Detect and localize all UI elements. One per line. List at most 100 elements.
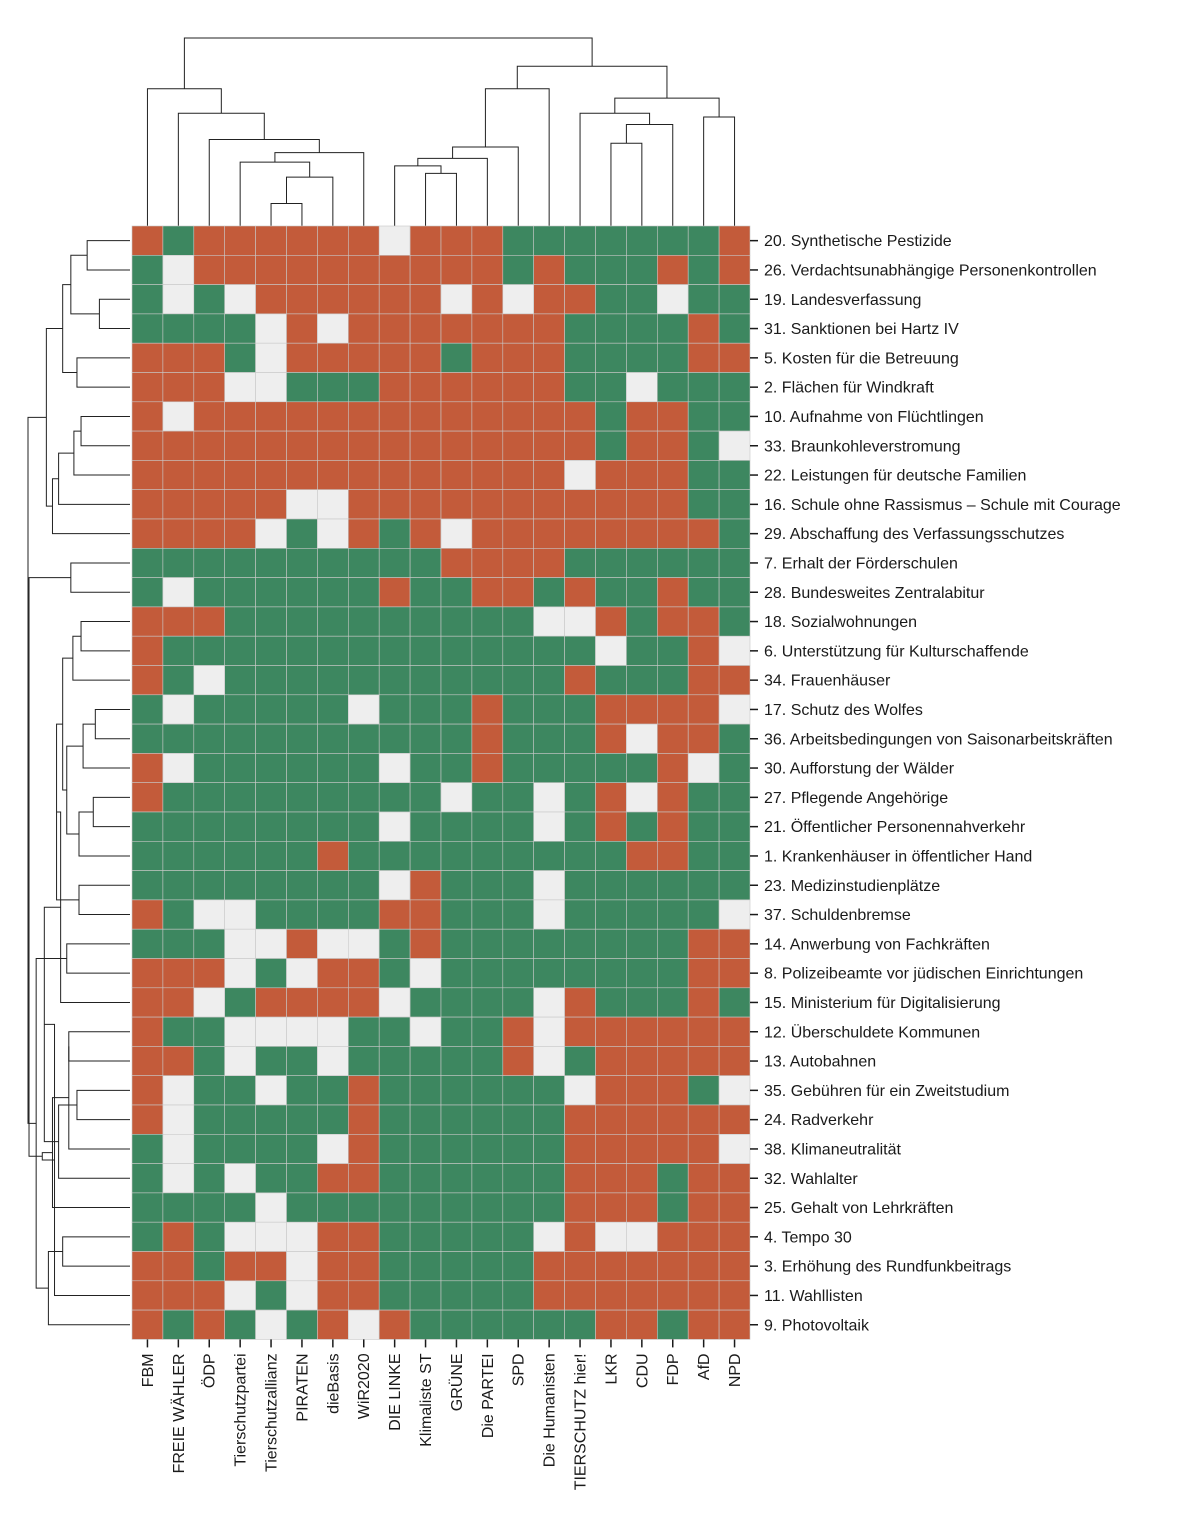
heatmap-cell xyxy=(626,753,658,784)
heatmap-cell xyxy=(378,430,411,461)
heatmap-cell xyxy=(224,401,256,432)
heatmap-cell xyxy=(255,870,287,901)
row-dendrogram-link xyxy=(82,723,130,769)
heatmap-cell xyxy=(162,1192,195,1223)
heatmap-cell xyxy=(255,987,287,1018)
heatmap-cell xyxy=(656,870,689,901)
heatmap-cell xyxy=(656,635,689,666)
heatmap-cell xyxy=(255,342,287,373)
row-dendrogram-link xyxy=(78,884,130,916)
heatmap-cell xyxy=(347,1104,380,1135)
heatmap-cell xyxy=(224,1134,256,1164)
heatmap-cell xyxy=(440,1163,473,1194)
heatmap-cell xyxy=(193,1134,226,1164)
heatmap-cell xyxy=(317,342,349,373)
heatmap-cell xyxy=(409,401,442,432)
heatmap-cell xyxy=(687,1104,720,1135)
heatmap-cell xyxy=(347,577,380,608)
heatmap-cell xyxy=(347,723,380,754)
heatmap-cell xyxy=(656,547,689,578)
heatmap-cell xyxy=(131,1251,164,1282)
heatmap-cell xyxy=(502,723,534,754)
heatmap-cell xyxy=(347,1134,380,1164)
heatmap-cell xyxy=(255,899,287,930)
heatmap-cell xyxy=(564,1046,596,1077)
heatmap-cell xyxy=(224,255,256,285)
row-dendrogram-link xyxy=(66,943,130,974)
heatmap-cell xyxy=(162,694,195,725)
column-dendrogram xyxy=(146,37,736,226)
heatmap-cell xyxy=(409,460,442,490)
column-label: Klimaliste ST xyxy=(418,1353,435,1447)
heatmap-cell xyxy=(471,694,504,725)
heatmap-cell xyxy=(286,694,318,725)
heatmap-cell xyxy=(626,694,658,725)
heatmap-cell xyxy=(286,1251,318,1282)
heatmap-cell xyxy=(347,1251,380,1282)
heatmap-cell xyxy=(317,284,349,315)
heatmap-cell xyxy=(409,1309,442,1340)
heatmap-cell xyxy=(533,518,565,549)
heatmap-cell xyxy=(440,460,473,490)
heatmap-cell xyxy=(471,342,504,373)
heatmap-cell xyxy=(656,1280,689,1311)
heatmap-cell xyxy=(440,1251,473,1282)
heatmap-cell xyxy=(193,460,226,490)
heatmap-cell xyxy=(162,1016,195,1047)
heatmap-cell xyxy=(162,840,195,871)
row-dendrogram xyxy=(27,240,130,1326)
column-label: AfD xyxy=(696,1353,713,1380)
heatmap-cell xyxy=(471,782,504,813)
heatmap-cell xyxy=(162,577,195,608)
heatmap-cell xyxy=(687,723,720,754)
heatmap-cell xyxy=(224,1075,256,1106)
heatmap-cell xyxy=(626,547,658,578)
row-label: 11. Wahllisten xyxy=(764,1288,863,1305)
heatmap-cell xyxy=(347,1046,380,1077)
heatmap-cell xyxy=(595,518,627,549)
heatmap-cell xyxy=(286,811,318,842)
heatmap-cell xyxy=(255,1163,287,1194)
heatmap-cell xyxy=(286,928,318,959)
heatmap-cell xyxy=(595,694,627,725)
heatmap-cell xyxy=(193,635,226,666)
heatmap-cell xyxy=(409,958,442,989)
heatmap-cell xyxy=(687,342,720,373)
column-dendrogram-link xyxy=(274,152,365,226)
row-label: 20. Synthetische Pestizide xyxy=(764,233,952,250)
heatmap-cell xyxy=(162,1163,195,1194)
heatmap-cell xyxy=(502,518,534,549)
heatmap-cell xyxy=(193,899,226,930)
heatmap-cell xyxy=(626,1104,658,1135)
heatmap-cell xyxy=(471,284,504,315)
heatmap-cell xyxy=(502,1251,534,1282)
heatmap-cell xyxy=(162,635,195,666)
heatmap-cell xyxy=(502,1192,534,1223)
heatmap-cell xyxy=(317,870,349,901)
heatmap-cell xyxy=(317,1104,349,1135)
heatmap-cell xyxy=(409,928,442,959)
heatmap-cell xyxy=(317,665,349,696)
heatmap-cell xyxy=(471,577,504,608)
heatmap-cell xyxy=(595,430,627,461)
heatmap-cell xyxy=(440,694,473,725)
heatmap-cell xyxy=(564,1163,596,1194)
heatmap-cell xyxy=(162,782,195,813)
heatmap-cell xyxy=(131,723,164,754)
heatmap-cell xyxy=(224,372,256,403)
heatmap-cell xyxy=(286,372,318,403)
row-label: 7. Erhalt der Förderschulen xyxy=(764,555,958,572)
heatmap-cell xyxy=(286,1046,318,1077)
heatmap-cell xyxy=(718,928,751,959)
heatmap-cell xyxy=(347,635,380,666)
heatmap-cell xyxy=(564,430,596,461)
heatmap-cell xyxy=(131,899,164,930)
heatmap-cell xyxy=(656,1075,689,1106)
heatmap-cell xyxy=(718,1280,751,1311)
row-label: 33. Braunkohleverstromung xyxy=(764,438,961,455)
heatmap-cell xyxy=(440,987,473,1018)
heatmap-cell xyxy=(347,1192,380,1223)
heatmap-cell xyxy=(687,1075,720,1106)
heatmap-cell xyxy=(533,342,565,373)
row-label: 38. Klimaneutralität xyxy=(764,1141,902,1158)
